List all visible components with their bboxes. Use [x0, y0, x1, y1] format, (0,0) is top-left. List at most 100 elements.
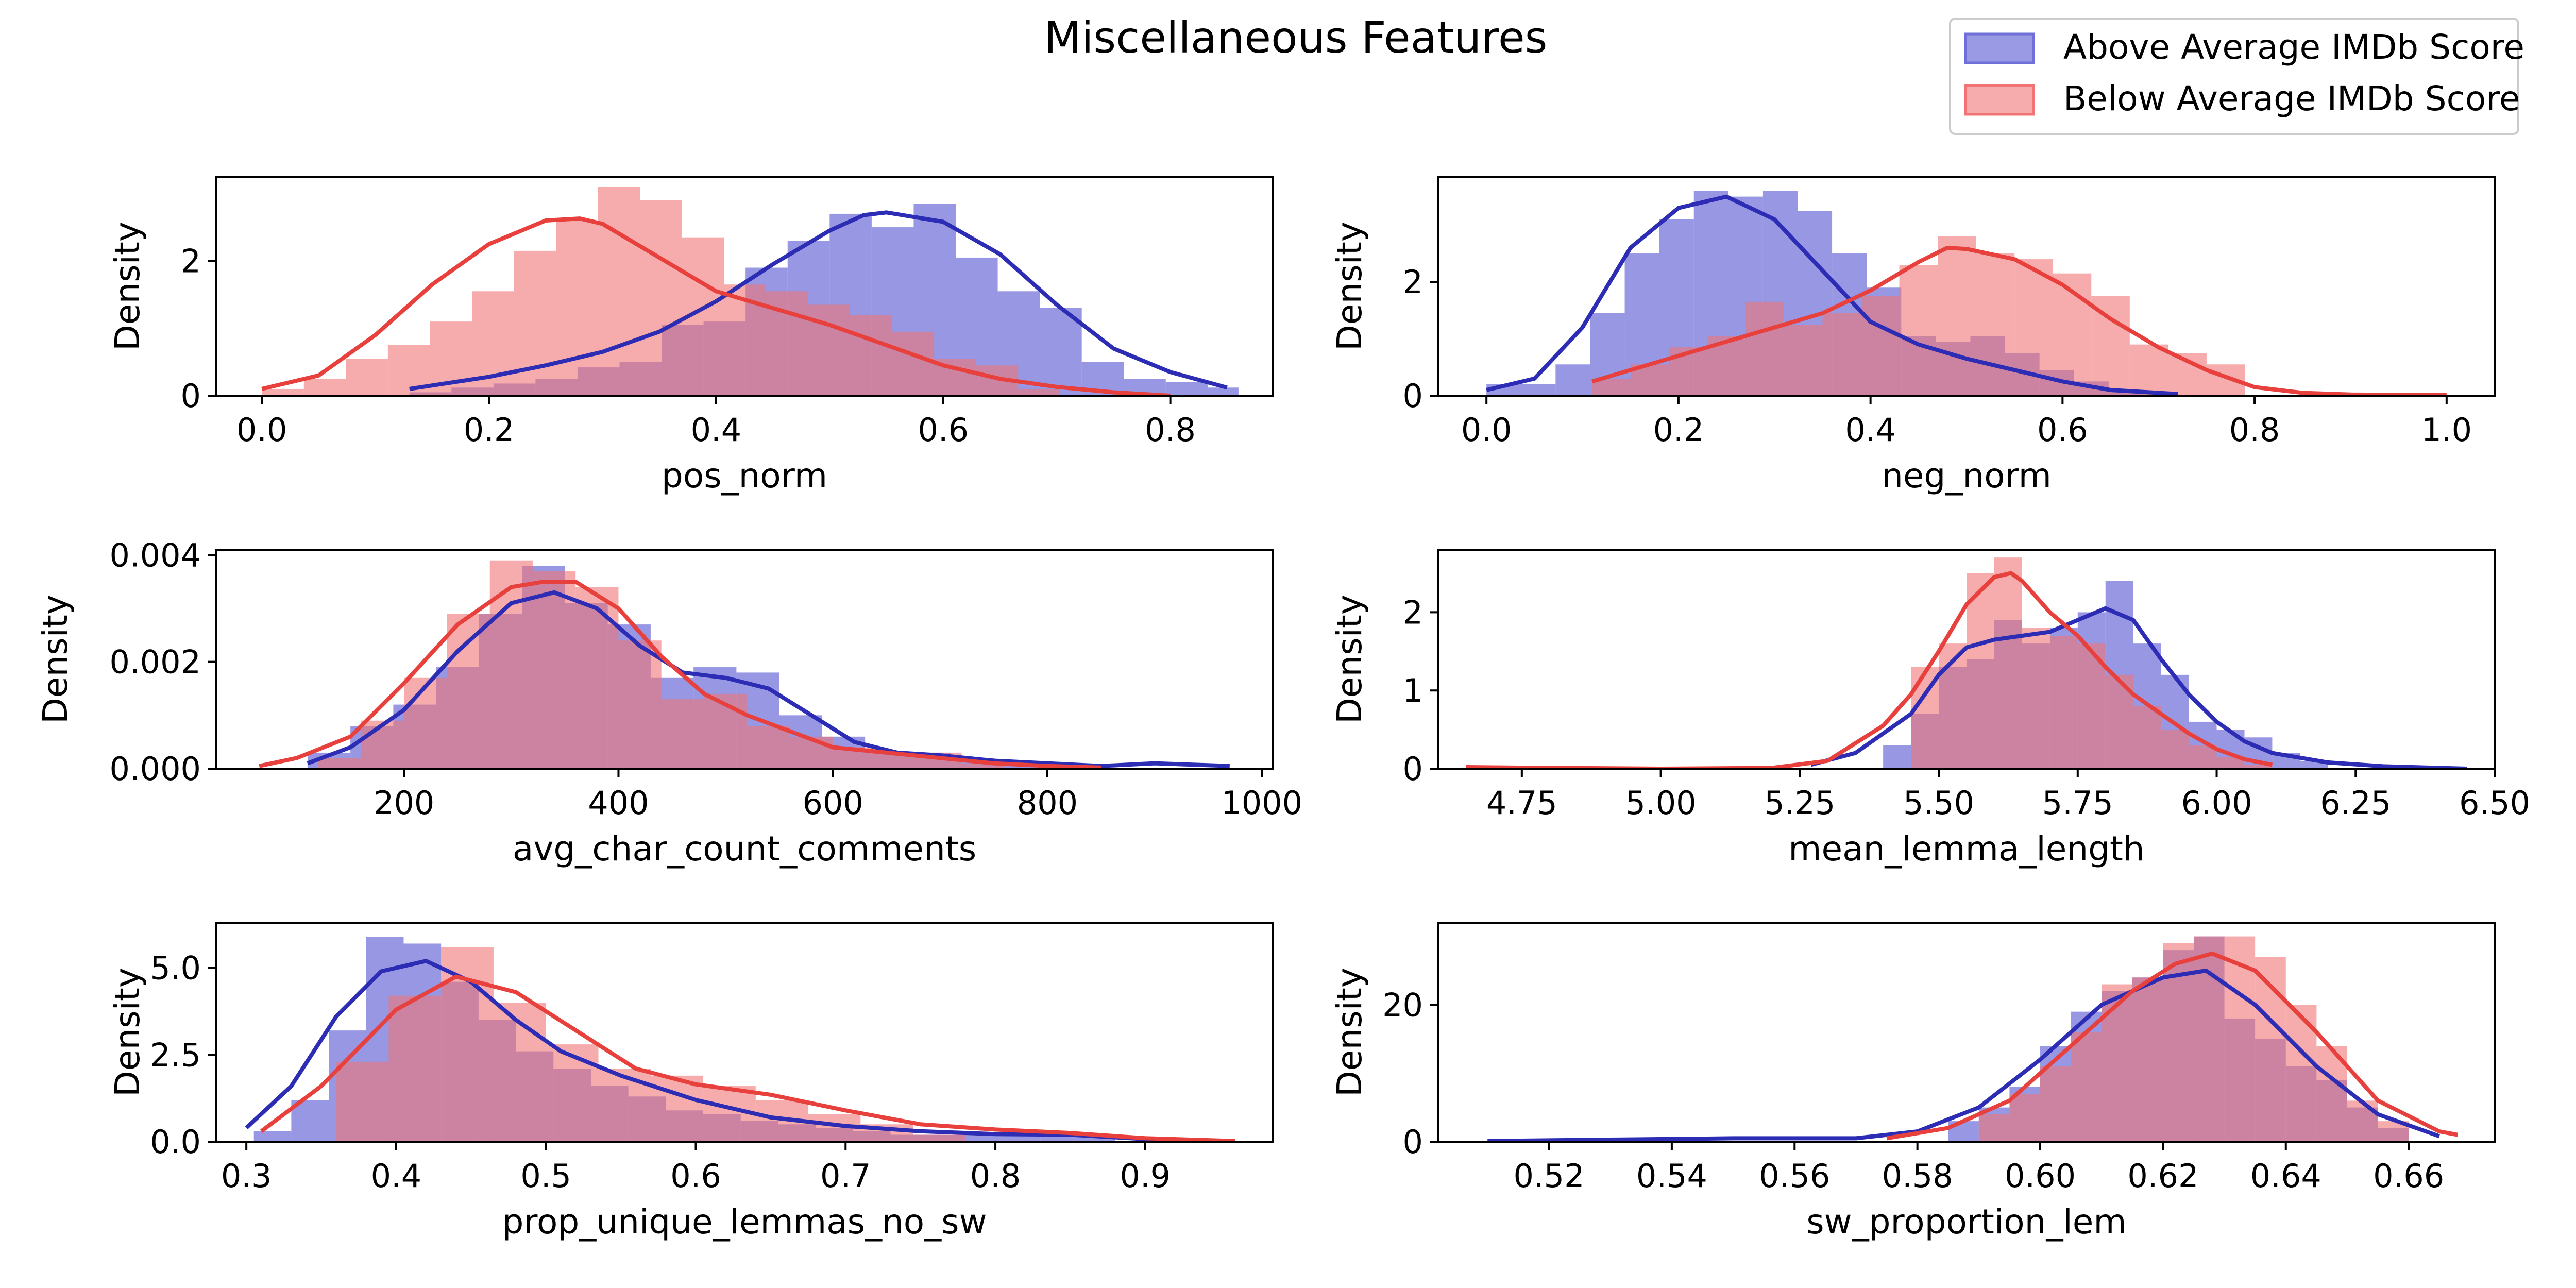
hist-bar-below: [546, 1044, 599, 1142]
y-axis-label: Density: [108, 222, 147, 351]
axes-frame: [215, 549, 1274, 770]
hist-bar-above: [1165, 382, 1208, 396]
kde-line-below: [1886, 951, 2459, 1141]
hist-bar-below: [640, 200, 682, 396]
hist-bar-below: [514, 250, 556, 396]
plot-area: [1486, 191, 2447, 396]
y-tick-label: 0: [1403, 750, 1423, 788]
hist-bar-above: [291, 1100, 329, 1142]
y-tick-label: 0: [1403, 377, 1423, 415]
x-tick-label: 0.9: [1120, 1157, 1171, 1195]
hist-bar-above: [1521, 384, 1556, 396]
hist-bar-below: [892, 331, 935, 396]
x-tick-label: 1000: [1221, 784, 1302, 822]
kde-line-below: [1466, 571, 2273, 769]
hist-bar-below: [346, 359, 388, 396]
x-tick-label: 0.4: [1845, 411, 1896, 449]
axes-frame: [1437, 922, 2496, 1143]
hist-bar-below: [790, 736, 833, 769]
axes-frame: [1437, 176, 2496, 397]
x-tick-label: 0.6: [2037, 411, 2088, 449]
x-tick-label: 0.64: [2250, 1157, 2321, 1195]
y-tick-label: 2: [1403, 594, 1423, 631]
legend-label-below: Below Average IMDb Score: [2063, 79, 2520, 118]
x-tick-label: 600: [803, 784, 863, 822]
plot-area: [1487, 936, 2459, 1142]
hist-bar-below: [1994, 557, 2022, 769]
y-tick-label: 2: [181, 242, 201, 280]
x-tick-label: 0.54: [1636, 1157, 1707, 1195]
y-axis-label: Density: [1330, 595, 1369, 724]
x-tick-label: 5.25: [1764, 784, 1835, 822]
hist-bar-below: [2129, 344, 2168, 396]
kde-line-below: [260, 974, 1235, 1142]
x-tick-label: 0.2: [464, 411, 515, 449]
y-tick-label: 0.0: [150, 1123, 201, 1161]
x-tick-label: 0.62: [2127, 1157, 2198, 1195]
kde-line-above: [245, 959, 1161, 1142]
hist-bar-below: [1018, 388, 1060, 396]
x-tick-label: 0.52: [1514, 1157, 1585, 1195]
x-tick-label: 5.75: [2042, 784, 2113, 822]
hist-bar-below: [2040, 1066, 2071, 1142]
hist-bar-below: [2022, 628, 2050, 769]
x-tick-label: 5.50: [1903, 784, 1974, 822]
y-tick-label: 2: [1403, 263, 1423, 301]
hist-bar-below: [2216, 757, 2245, 769]
hist-bar-below: [2049, 635, 2078, 769]
hist-bar-below: [447, 614, 490, 769]
x-tick-label: 0.60: [2005, 1157, 2076, 1195]
kde-line-below: [259, 580, 1101, 769]
x-axis-label: sw_proportion_lem: [1806, 1202, 2126, 1242]
kde-line-above: [1810, 606, 2467, 769]
hist-bar-below: [618, 640, 662, 769]
hist-bar-below: [1784, 325, 1823, 396]
x-tick-label: 0.3: [221, 1157, 272, 1195]
hist-bar-below: [1822, 313, 1861, 396]
hist-bar-below: [361, 720, 404, 769]
x-axis-label: mean_lemma_length: [1788, 829, 2145, 869]
y-tick-label: 0: [1403, 1123, 1423, 1161]
hist-bar-above: [1208, 387, 1239, 396]
hist-bar-below: [1861, 296, 1900, 396]
hist-bar-below: [2133, 706, 2161, 769]
hist-bar-below: [961, 763, 1005, 769]
x-tick-label: 0.4: [371, 1157, 422, 1195]
hist-bar-below: [850, 315, 892, 396]
hist-bar-below: [575, 587, 619, 769]
hist-bar-below: [747, 726, 790, 769]
x-tick-label: 0.2: [1653, 411, 1704, 449]
subplot-1: 0.0 0.2 0.4 0.6 0.8 0 2 pos_norm Density: [108, 176, 1274, 496]
hist-bar-above: [1883, 745, 1911, 769]
hist-bar-below: [2132, 977, 2163, 1142]
x-tick-label: 0.6: [670, 1157, 721, 1195]
hist-bar-below: [556, 221, 598, 396]
plot-area: [245, 936, 1235, 1142]
x-axis-label: neg_norm: [1882, 456, 2052, 496]
x-tick-label: 800: [1017, 784, 1078, 822]
legend-swatch-above: [1964, 32, 2035, 64]
x-tick-label: 0.56: [1759, 1157, 1830, 1195]
hist-bar-below: [441, 947, 494, 1142]
x-axis-label: pos_norm: [662, 456, 827, 496]
legend-label-above: Above Average IMDb Score: [2063, 27, 2524, 67]
hist-bar-below: [1939, 643, 1967, 769]
y-tick-label: 1: [1403, 672, 1423, 709]
plot-area: [261, 187, 1239, 396]
x-tick-label: 0.8: [1145, 411, 1196, 449]
x-tick-label: 4.75: [1486, 784, 1557, 822]
x-tick-label: 0.0: [1461, 411, 1512, 449]
x-tick-label: 200: [374, 784, 434, 822]
hist-bar-below: [2102, 984, 2132, 1142]
y-tick-label: 20: [1382, 986, 1423, 1024]
kde-line-above: [409, 210, 1228, 391]
x-tick-label: 6.50: [2459, 784, 2530, 822]
kde-line-below: [1591, 246, 2447, 396]
hist-bar-below: [2193, 936, 2225, 1142]
kde-line-above: [1486, 194, 2178, 396]
x-tick-label: 0.58: [1882, 1157, 1953, 1195]
y-tick-label: 0.002: [110, 643, 201, 681]
hist-bar-below: [318, 758, 361, 769]
hist-bar-above: [1555, 364, 1590, 396]
